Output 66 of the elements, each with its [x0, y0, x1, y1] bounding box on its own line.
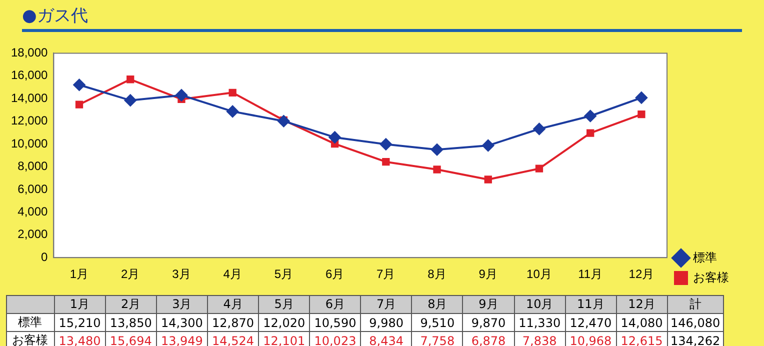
data-label: 9,870: [462, 314, 514, 332]
x-tick-label: 4月: [223, 267, 242, 282]
category-label: 9月: [478, 297, 498, 311]
data-label: 7,758: [412, 332, 463, 346]
y-tick-label: 10,000: [11, 136, 48, 150]
data-label: 13,949: [156, 332, 208, 346]
y-tick-label: 0: [41, 250, 48, 264]
data-label: 9,980: [360, 314, 412, 332]
category-label: 3月: [172, 297, 192, 311]
data-label: 15,210: [54, 314, 106, 332]
x-tick-label: 1月: [70, 267, 89, 282]
data-label: 14,300: [156, 314, 208, 332]
data-label: 8,434: [360, 332, 412, 346]
data-label: 9,510: [412, 314, 463, 332]
x-tick-label: 9月: [478, 267, 498, 282]
chart-title: ●ガス代: [22, 4, 742, 32]
x-tick-label: 5月: [274, 267, 294, 282]
category-label: 7月: [376, 297, 396, 311]
x-tick-label: 12月: [628, 267, 654, 282]
y-tick-label: 8,000: [18, 159, 48, 174]
x-tick-label: 6月: [325, 267, 344, 282]
category-label: 11月: [577, 297, 604, 311]
category-label: 1月: [70, 297, 90, 311]
text: 標準: [18, 315, 42, 329]
y-tick-label: 4,000: [18, 204, 48, 218]
x-tick-label: 7月: [376, 267, 396, 282]
y-tick-label: 14,000: [11, 90, 48, 105]
category-label: 4月: [223, 297, 243, 311]
data-label: 13,480: [54, 332, 106, 346]
x-tick-label: 8月: [428, 267, 446, 282]
category-label: 6月: [325, 297, 346, 311]
data-label: 6,878: [462, 332, 514, 346]
y-tick-label: 6,000: [18, 182, 48, 196]
x-tick-label: 10月: [526, 267, 552, 282]
legend-label: お客様: [693, 270, 729, 284]
data-label: 12,870: [207, 314, 259, 332]
category-label: 10月: [526, 297, 554, 311]
y-tick-label: 16,000: [11, 68, 48, 82]
data-label: 10,968: [565, 332, 616, 346]
y-tick-label: 12,000: [11, 114, 48, 128]
data-label: 10,023: [310, 332, 361, 346]
data-label: 12,615: [616, 332, 668, 346]
text: 計: [667, 296, 724, 314]
data-label: 14,524: [207, 332, 259, 346]
data-label: 14,080: [616, 314, 668, 332]
data-label: 10,590: [310, 314, 361, 332]
y-tick-label: 2,000: [18, 227, 48, 242]
x-tick-label: 2月: [121, 267, 140, 282]
y-tick-label: 18,000: [11, 46, 48, 60]
data-label: 13,850: [105, 314, 156, 332]
text: 134,262: [670, 334, 720, 346]
category-label: 8月: [428, 297, 448, 311]
data-label: 11,330: [514, 314, 566, 332]
data-label: 12,020: [258, 314, 310, 332]
data-label: 15,694: [105, 332, 156, 346]
category-label: 5月: [274, 297, 294, 311]
data-label: 7,838: [514, 332, 566, 346]
data-label: 12,470: [565, 314, 616, 332]
text: お客様: [12, 333, 48, 346]
category-label: 2月: [121, 297, 141, 311]
legend-label: 標準: [693, 250, 717, 264]
x-tick-label: 3月: [172, 267, 191, 282]
x-tick-label: 11月: [578, 267, 603, 282]
data-label: 12,101: [258, 332, 310, 346]
text: 146,080: [670, 316, 720, 330]
category-label: 12月: [628, 297, 656, 311]
